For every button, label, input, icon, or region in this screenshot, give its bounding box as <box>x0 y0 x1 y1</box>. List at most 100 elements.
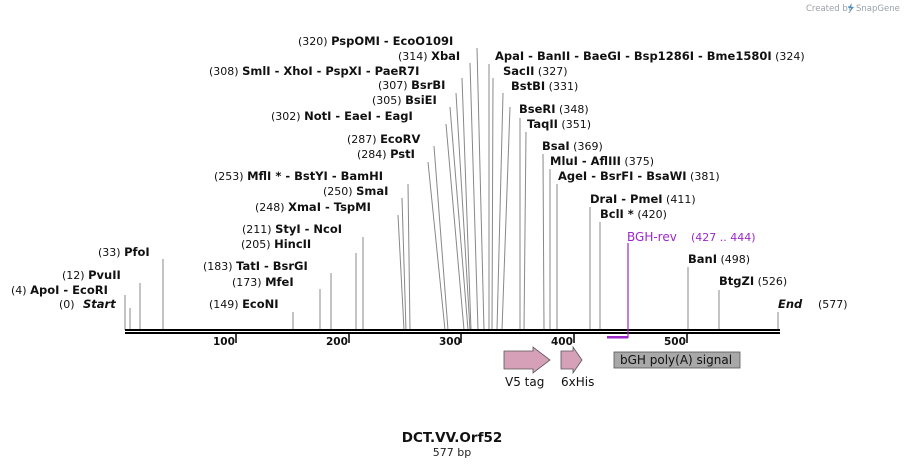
site-label: TaqII (351) <box>527 117 591 131</box>
site-position: (287) <box>347 133 380 146</box>
restriction-site[interactable]: BseRI (348) <box>519 102 589 116</box>
enzyme-name: BanII <box>537 49 570 63</box>
site-position: (577) <box>818 298 848 311</box>
site-position: (284) <box>357 148 390 161</box>
restriction-site[interactable]: (308) SmlI - XhoI - PspXI - PaeR7I <box>209 64 419 78</box>
site-position: (173) <box>232 276 265 289</box>
restriction-site[interactable]: TaqII (351) <box>527 117 591 131</box>
end-label: End <box>778 297 803 311</box>
enzyme-name: PaeR7I <box>375 64 420 78</box>
restriction-site[interactable]: (33) PfoI <box>98 245 150 259</box>
site-label: BtgZI (526) <box>719 274 787 288</box>
enzyme-name: EcoO109I <box>393 34 454 48</box>
site-position: (320) <box>298 35 331 48</box>
restriction-site[interactable]: BstBI (331) <box>511 79 578 93</box>
enzyme-name: BsrFI <box>600 169 633 183</box>
restriction-site[interactable]: (250) SmaI <box>323 184 388 198</box>
restriction-site[interactable]: (287) EcoRV <box>347 132 421 146</box>
enzyme-name: ApaI <box>495 49 524 63</box>
site-label: (320) PspOMI - EcoO109I <box>298 34 453 48</box>
enzyme-name: EcoRI <box>72 283 108 297</box>
enzyme-name: PfoI <box>124 245 150 259</box>
restriction-site[interactable]: (183) TatI - BsrGI <box>203 259 308 273</box>
enzyme-name: MflI * <box>247 169 281 183</box>
site-separator: - <box>578 154 591 168</box>
enzyme-name: MluI <box>550 154 578 168</box>
restriction-site[interactable]: DraI - PmeI (411) <box>590 192 696 206</box>
enzyme-name: XhoI <box>283 64 312 78</box>
restriction-site[interactable]: (302) NotI - EaeI - EagI <box>271 109 413 123</box>
site-separator: - <box>301 222 314 236</box>
tick-label: 200 <box>326 336 348 348</box>
restriction-site[interactable]: SacII (327) <box>503 64 568 78</box>
site-separator: - <box>362 64 375 78</box>
restriction-site[interactable]: ApaI - BanII - BaeGI - Bsp1286I - Bme158… <box>495 49 805 63</box>
feature-v5-tag[interactable]: V5 tag <box>503 346 551 389</box>
site-position: (314) <box>398 50 431 63</box>
tick-label: 300 <box>439 336 461 348</box>
site-position: (248) <box>255 201 288 214</box>
restriction-site[interactable]: (305) BsiEI <box>372 93 437 107</box>
restriction-site[interactable]: (205) HincII <box>241 237 311 251</box>
site-position: (205) <box>241 238 274 251</box>
site-position: (211) <box>242 223 275 236</box>
restriction-site[interactable]: MluI - AflIII (375) <box>550 154 654 168</box>
site-label: ApaI - BanII - BaeGI - Bsp1286I - Bme158… <box>495 49 805 63</box>
site-separator: - <box>372 109 385 123</box>
site-separator: - <box>271 64 284 78</box>
site-position: (183) <box>203 260 236 273</box>
feature-bgh-polya[interactable]: bGH poly(A) signal <box>613 351 741 369</box>
enzyme-name: StyI <box>275 222 301 236</box>
site-label: (287) EcoRV <box>347 132 421 146</box>
enzyme-name: BsaI <box>542 139 570 153</box>
site-label: BstBI (331) <box>511 79 578 93</box>
restriction-site[interactable]: (314) XbaI <box>398 49 460 63</box>
site-position: (411) <box>663 193 696 206</box>
restriction-site[interactable]: (12) PvuII <box>62 268 121 282</box>
restriction-site[interactable]: (211) StyI - NcoI <box>242 222 342 236</box>
restriction-site[interactable]: (253) MflI * - BstYI - BamHI <box>214 169 383 183</box>
enzyme-name: HincII <box>274 237 311 251</box>
restriction-site[interactable]: (284) PstI <box>357 147 415 161</box>
site-label: DraI - PmeI (411) <box>590 192 696 206</box>
restriction-site[interactable]: AgeI - BsrFI - BsaWI (381) <box>558 169 720 183</box>
start-label: Start <box>83 297 116 311</box>
restriction-site[interactable]: BclI * (420) <box>600 207 667 221</box>
restriction-site[interactable]: (248) XmaI - TspMI <box>255 200 371 214</box>
site-position: (250) <box>323 185 356 198</box>
tick-label: 400 <box>551 336 573 348</box>
site-separator: - <box>617 192 630 206</box>
primer-bgh-rev[interactable]: BGH-rev (427 .. 444) <box>607 230 756 339</box>
restriction-site[interactable]: (173) MfeI <box>232 275 294 289</box>
restriction-site[interactable]: BanI (498) <box>688 252 750 266</box>
enzyme-name: BaeGI <box>583 49 621 63</box>
end-marker: End (577) <box>778 297 848 311</box>
leader-lines <box>124 47 779 331</box>
enzyme-name: BsiEI <box>405 93 437 107</box>
site-separator: - <box>694 49 707 63</box>
restriction-site[interactable]: (149) EcoNI <box>209 297 279 311</box>
credit: Created by SnapGene <box>806 3 900 14</box>
feature-6xhis[interactable]: 6xHis <box>560 345 594 389</box>
site-separator: - <box>260 259 273 273</box>
restriction-site[interactable]: (4) ApoI - EcoRI <box>11 283 108 297</box>
site-position: (327) <box>534 65 567 78</box>
site-separator: - <box>59 283 72 297</box>
enzyme-name: BstBI <box>511 79 545 93</box>
enzyme-name: PmeI <box>630 192 663 206</box>
site-label: BseRI (348) <box>519 102 589 116</box>
restriction-site[interactable]: BsaI (369) <box>542 139 603 153</box>
site-label: BsaI (369) <box>542 139 603 153</box>
enzyme-name: BstYI <box>294 169 328 183</box>
restriction-sites: (4) ApoI - EcoRI(12) PvuII (33) PfoI (149)… <box>11 34 805 311</box>
restriction-site[interactable]: BtgZI (526) <box>719 274 787 288</box>
site-label: (253) MflI * - BstYI - BamHI <box>214 169 383 183</box>
enzyme-name: BsaWI <box>646 169 686 183</box>
site-separator: - <box>570 49 583 63</box>
primer-name: BGH-rev <box>627 230 677 244</box>
primer-range: (427 .. 444) <box>691 231 756 244</box>
site-label: (183) TatI - BsrGI <box>203 259 308 273</box>
restriction-site[interactable]: (320) PspOMI - EcoO109I <box>298 34 453 48</box>
site-position: (375) <box>621 155 654 168</box>
restriction-site[interactable]: (307) BsrBI <box>378 78 445 92</box>
